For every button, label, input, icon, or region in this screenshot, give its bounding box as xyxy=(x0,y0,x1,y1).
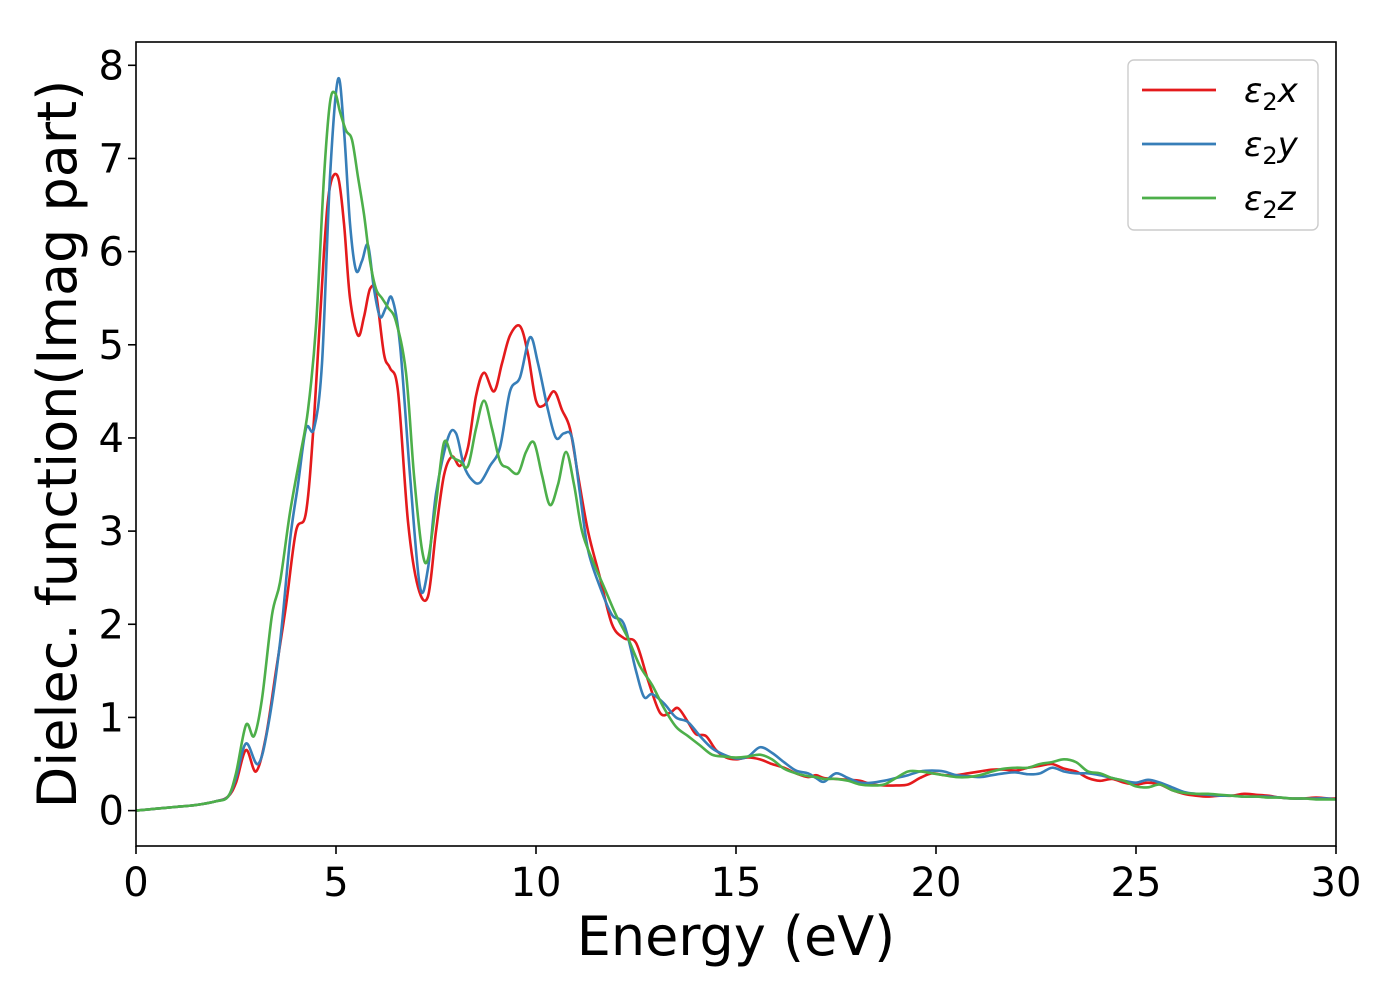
legend-label-1: ε2y xyxy=(1244,125,1299,170)
x-tick-label: 25 xyxy=(1111,860,1162,906)
legend-label-0: ε2x xyxy=(1244,71,1299,116)
y-tick-label: 7 xyxy=(99,136,124,182)
y-tick-label: 8 xyxy=(99,43,124,89)
y-tick-label: 0 xyxy=(99,789,124,835)
y-tick-label: 4 xyxy=(99,416,124,462)
x-axis-ticks: 0 5 10 15 20 25 30 xyxy=(123,846,1361,906)
legend-label-base: ε xyxy=(1244,179,1262,219)
x-tick-label: 15 xyxy=(711,860,762,906)
y-tick-label: 2 xyxy=(99,602,124,648)
x-tick-label: 30 xyxy=(1311,860,1362,906)
y-axis-title: Dielec. function(Imag part) xyxy=(26,80,89,809)
legend-label-base: ε xyxy=(1244,71,1262,111)
y-tick-label: 5 xyxy=(99,323,124,369)
y-tick-label: 3 xyxy=(99,509,124,555)
x-tick-label: 10 xyxy=(511,860,562,906)
legend-label-2: ε2z xyxy=(1244,179,1297,224)
legend-label-tail: z xyxy=(1277,179,1297,219)
legend-label-base: ε xyxy=(1244,125,1262,165)
x-tick-label: 0 xyxy=(123,860,148,906)
x-tick-label: 20 xyxy=(911,860,962,906)
x-tick-label: 5 xyxy=(323,860,348,906)
legend-label-tail: x xyxy=(1277,71,1299,111)
legend-label-sub: 2 xyxy=(1262,88,1277,116)
legend-label-tail: y xyxy=(1277,125,1299,165)
x-axis-title: Energy (eV) xyxy=(577,905,896,968)
series-lines xyxy=(136,76,1336,812)
series-line-2 xyxy=(136,90,1336,812)
legend-label-sub: 2 xyxy=(1262,142,1277,170)
legend-box xyxy=(1127,59,1319,231)
y-tick-label: 1 xyxy=(99,695,124,741)
legend-label-sub: 2 xyxy=(1262,196,1277,224)
y-tick-label: 6 xyxy=(99,230,124,276)
y-axis-ticks: 0 1 2 3 4 5 6 7 8 xyxy=(99,43,136,835)
